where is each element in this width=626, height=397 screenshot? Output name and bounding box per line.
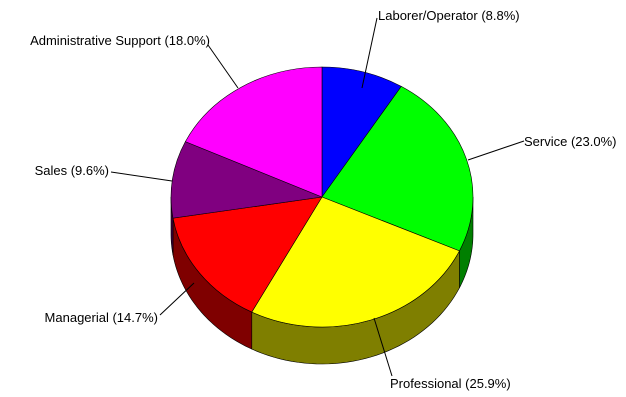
pie-slice-professional: [251, 196, 460, 328]
pie-slice-service: [321, 85, 474, 252]
leader-line-admin: [207, 44, 239, 89]
label-professional: Professional (25.9%): [390, 376, 511, 391]
leader-line-service: [467, 140, 525, 161]
label-admin: Administrative Support (18.0%): [30, 33, 210, 48]
leader-lines: [110, 17, 525, 377]
leader-line-sales: [110, 171, 173, 182]
pie-sides: [170, 196, 474, 365]
pie-slice-sales: [170, 141, 324, 219]
label-sales: Sales (9.6%): [35, 163, 109, 178]
pie-slice-managerial: [172, 196, 323, 313]
label-laborer: Laborer/Operator (8.8%): [378, 8, 520, 23]
pie-slice-laborer-operator: [321, 66, 402, 198]
slice-labels: Laborer/Operator (8.8%) Service (23.0%) …: [30, 8, 616, 391]
pie-slices: [170, 66, 474, 328]
pie-slice-administrative-support: [184, 66, 323, 198]
label-managerial: Managerial (14.7%): [45, 310, 158, 325]
leader-line-professional: [373, 317, 393, 377]
leader-line-managerial: [159, 282, 195, 316]
leader-line-laborer: [361, 17, 378, 89]
label-service: Service (23.0%): [524, 134, 616, 149]
